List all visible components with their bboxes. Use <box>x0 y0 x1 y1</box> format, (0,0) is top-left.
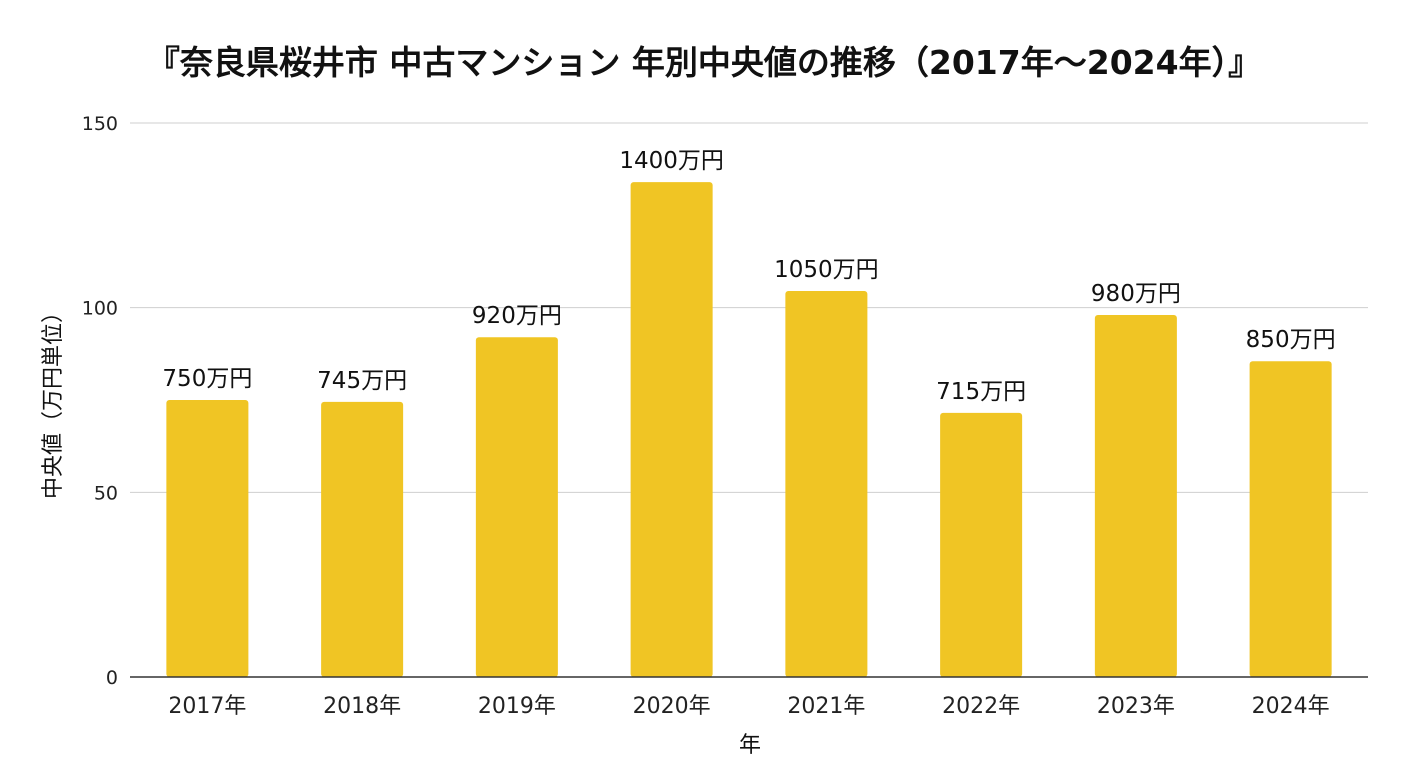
y-tick-label: 100 <box>82 298 118 320</box>
x-tick-label: 2024年 <box>1252 694 1330 719</box>
x-tick-label: 2022年 <box>942 694 1020 719</box>
data-label: 750万円 <box>162 366 252 392</box>
bar <box>785 291 868 677</box>
x-tick-label: 2023年 <box>1097 694 1175 719</box>
data-label: 920万円 <box>472 303 562 329</box>
bar <box>475 337 558 677</box>
x-tick-label: 2017年 <box>168 694 246 719</box>
x-tick-label: 2020年 <box>633 694 711 719</box>
x-axis-title: 年 <box>739 733 761 758</box>
data-label: 850万円 <box>1246 327 1336 353</box>
y-axis-ticks: 0 50 100 150 <box>82 113 118 689</box>
x-tick-label: 2019年 <box>478 694 556 719</box>
x-tick-label: 2018年 <box>323 694 401 719</box>
gridlines <box>130 122 1368 493</box>
data-labels: 750万円 745万円 920万円 1400万円 1050万円 715万円 980万円 850… <box>162 148 1335 405</box>
bars <box>166 182 1332 678</box>
bar <box>1249 361 1332 677</box>
chart-title: 『奈良県桜井市 中古マンション 年別中央値の推移（2017年〜2024年）』 <box>147 43 1261 82</box>
data-label: 980万円 <box>1091 281 1181 307</box>
bar <box>940 412 1023 677</box>
bar <box>166 400 249 677</box>
bar <box>321 401 404 677</box>
y-tick-label: 0 <box>106 667 118 689</box>
y-tick-label: 50 <box>94 482 118 504</box>
bar <box>630 182 713 678</box>
data-label: 1050万円 <box>774 257 879 283</box>
bar <box>1094 315 1177 677</box>
data-label: 745万円 <box>317 368 407 394</box>
data-label: 715万円 <box>936 379 1026 405</box>
data-label: 1400万円 <box>619 148 724 174</box>
x-axis-ticks: 2017年 2018年 2019年 2020年 2021年 2022年 2023年 2024年 <box>168 694 1329 719</box>
y-axis-title: 中央値（万円単位） <box>41 301 66 499</box>
y-tick-label: 150 <box>82 113 118 135</box>
x-tick-label: 2021年 <box>787 694 865 719</box>
